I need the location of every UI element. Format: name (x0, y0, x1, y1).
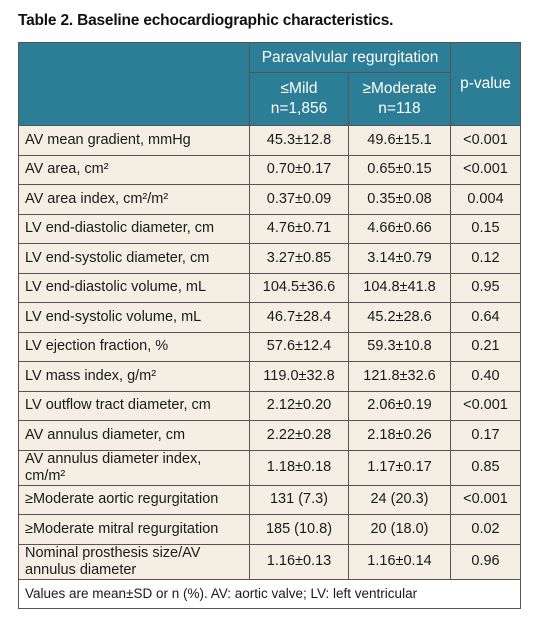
cell-value: 2.18±0.26 (348, 420, 451, 451)
column-header: ≤Mild n=1,856 (249, 72, 349, 126)
cell-value: 0.65±0.15 (348, 154, 451, 185)
row-label: AV area, cm² (18, 154, 250, 185)
cell-value: 0.17 (450, 420, 521, 451)
cell-value: 46.7±28.4 (249, 302, 349, 333)
body-row: Nominal prosthesis size/AV annulus diame… (18, 543, 521, 580)
cell-value: 3.27±0.85 (249, 243, 349, 274)
cell-value: 49.6±15.1 (348, 125, 451, 156)
cell-value: 4.76±0.71 (249, 213, 349, 244)
row-label: LV end-diastolic volume, mL (18, 272, 250, 303)
body-row: LV end-systolic volume, mL 46.7±28.4 45.2±… (18, 302, 521, 333)
row-label: ≥Moderate aortic regurgitation (18, 484, 250, 515)
cell-value: 1.17±0.17 (348, 449, 451, 486)
column-n: n=1,856 (270, 100, 328, 117)
cell-value: 1.18±0.18 (249, 449, 349, 486)
row-label: LV end-systolic diameter, cm (18, 243, 250, 274)
cell-value: 0.21 (450, 331, 521, 362)
cell-value: 4.66±0.66 (348, 213, 451, 244)
footnote-row: Values are mean±SD or n (%). AV: aortic … (18, 578, 521, 609)
group-header: Paravalvular regurgitation (249, 42, 451, 73)
cell-value: 0.02 (450, 514, 521, 545)
cell-value: 20 (18.0) (348, 514, 451, 545)
cell-value: 24 (20.3) (348, 484, 451, 515)
cell-value: 45.2±28.6 (348, 302, 451, 333)
column-header: ≥Moderate n=118 (348, 72, 451, 126)
cell-value: 0.15 (450, 213, 521, 244)
body-row: AV area index, cm²/m² 0.37±0.09 0.35±0.08 0… (18, 184, 521, 215)
header-blank (18, 42, 250, 126)
row-label: LV end-systolic volume, mL (18, 302, 250, 333)
body-row: AV annulus diameter index, cm/m² 1.18±0.1… (18, 449, 521, 486)
body-row: LV outflow tract diameter, cm 2.12±0.20 2.… (18, 390, 521, 421)
cell-value: <0.001 (450, 154, 521, 185)
cell-value: 1.16±0.14 (348, 543, 451, 580)
table-title: Table 2. Baseline echocardiographic char… (18, 12, 394, 29)
cell-value: 185 (10.8) (249, 514, 349, 545)
cell-value: 3.14±0.79 (348, 243, 451, 274)
row-label: LV mass index, g/m² (18, 361, 250, 392)
data-table: Paravalvular regurgitation p-value ≤Mild… (18, 42, 521, 609)
row-label: LV outflow tract diameter, cm (18, 390, 250, 421)
body-row: AV area, cm² 0.70±0.17 0.65±0.15 <0.001 (18, 154, 521, 185)
cell-value: 2.06±0.19 (348, 390, 451, 421)
row-label: LV ejection fraction, % (18, 331, 250, 362)
cell-value: 0.85 (450, 449, 521, 486)
cell-value: <0.001 (450, 125, 521, 156)
row-label: AV area index, cm²/m² (18, 184, 250, 215)
cell-value: 104.5±36.6 (249, 272, 349, 303)
cell-value: 2.22±0.28 (249, 420, 349, 451)
table-body: AV mean gradient, mmHg 45.3±12.8 49.6±15.1… (18, 125, 521, 580)
cell-value: 0.12 (450, 243, 521, 274)
pvalue-header: p-value (450, 42, 521, 126)
body-row: LV end-diastolic diameter, cm 4.76±0.71 4.… (18, 213, 521, 244)
row-label: AV annulus diameter, cm (18, 420, 250, 451)
body-row: AV annulus diameter, cm 2.22±0.28 2.18±0.2… (18, 420, 521, 451)
column-label: ≤Mild (280, 80, 318, 97)
header-row: Paravalvular regurgitation p-value (18, 42, 521, 126)
cell-value: 0.70±0.17 (249, 154, 349, 185)
row-label: Nominal prosthesis size/AV annulus diame… (18, 543, 250, 580)
column-label: ≥Moderate (362, 80, 437, 97)
row-label: LV end-diastolic diameter, cm (18, 213, 250, 244)
cell-value: 121.8±32.6 (348, 361, 451, 392)
table-head: Paravalvular regurgitation p-value ≤Mild… (18, 42, 521, 126)
cell-value: 1.16±0.13 (249, 543, 349, 580)
cell-value: 0.40 (450, 361, 521, 392)
cell-value: 0.95 (450, 272, 521, 303)
body-row: LV mass index, g/m² 119.0±32.8 121.8±32.6 0… (18, 361, 521, 392)
row-label: AV annulus diameter index, cm/m² (18, 449, 250, 486)
header-row: ≤Mild n=1,856 ≥Moderate n=118 (19, 72, 521, 126)
cell-value: 45.3±12.8 (249, 125, 349, 156)
cell-value: 131 (7.3) (249, 484, 349, 515)
footnote: Values are mean±SD or n (%). AV: aortic … (18, 578, 521, 609)
column-n: n=118 (378, 100, 421, 117)
cell-value: 0.004 (450, 184, 521, 215)
row-label: ≥Moderate mitral regurgitation (18, 514, 250, 545)
table-foot: Values are mean±SD or n (%). AV: aortic … (18, 578, 521, 609)
cell-value: 0.96 (450, 543, 521, 580)
body-row: LV ejection fraction, % 57.6±12.4 59.3±10.… (18, 331, 521, 362)
cell-value: 57.6±12.4 (249, 331, 349, 362)
body-row: ≥Moderate aortic regurgitation 131 (7.3) 2… (18, 484, 521, 515)
cell-value: <0.001 (450, 390, 521, 421)
row-label: AV mean gradient, mmHg (18, 125, 250, 156)
cell-value: 0.37±0.09 (249, 184, 349, 215)
body-row: ≥Moderate mitral regurgitation 185 (10.8)… (18, 514, 521, 545)
cell-value: 104.8±41.8 (348, 272, 451, 303)
table-figure: Table 2. Baseline echocardiographic char… (18, 10, 521, 609)
cell-value: 119.0±32.8 (249, 361, 349, 392)
cell-value: 0.64 (450, 302, 521, 333)
cell-value: 59.3±10.8 (348, 331, 451, 362)
cell-value: <0.001 (450, 484, 521, 515)
body-row: AV mean gradient, mmHg 45.3±12.8 49.6±15.1… (18, 125, 521, 156)
cell-value: 2.12±0.20 (249, 390, 349, 421)
cell-value: 0.35±0.08 (348, 184, 451, 215)
body-row: LV end-systolic diameter, cm 3.27±0.85 3.1… (18, 243, 521, 274)
body-row: LV end-diastolic volume, mL 104.5±36.6 104… (18, 272, 521, 303)
